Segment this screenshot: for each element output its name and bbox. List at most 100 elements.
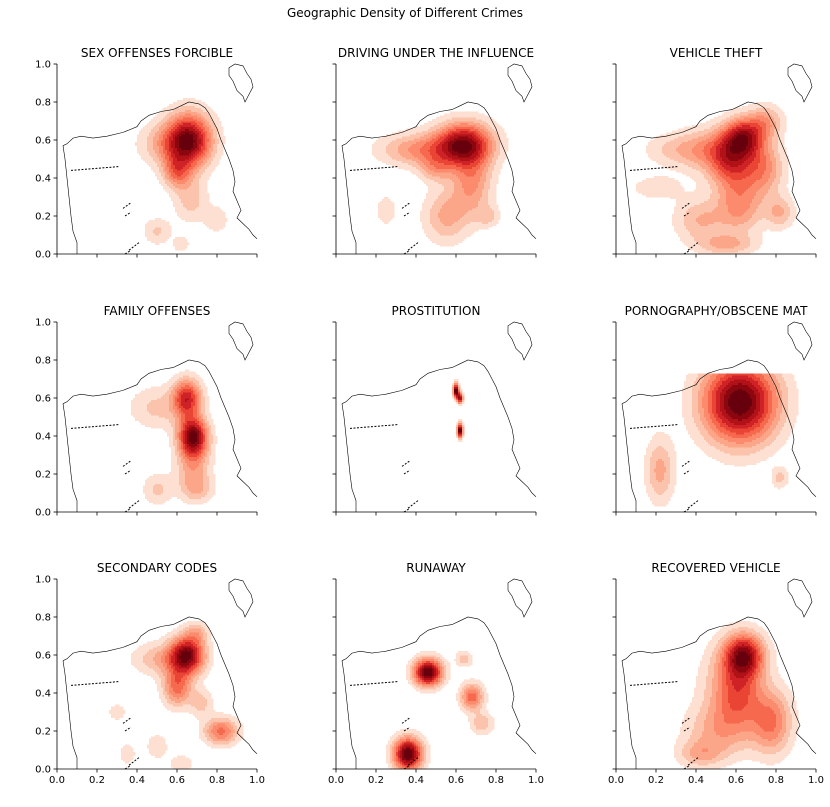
density-cell (464, 168, 467, 171)
density-cell (205, 111, 208, 114)
density-cell (382, 140, 385, 143)
density-cell (484, 214, 487, 217)
density-cell (173, 138, 176, 141)
density-cell (456, 174, 459, 177)
density-cell (205, 223, 208, 226)
density-cell (468, 170, 471, 173)
density-cell (440, 217, 443, 221)
density-cell (442, 193, 445, 196)
density-cell (157, 236, 160, 240)
density-cell (446, 134, 449, 137)
density-cell (430, 221, 433, 224)
density-cell (141, 147, 144, 150)
density-cell (191, 208, 194, 211)
density-cell (157, 147, 160, 150)
density-cell (486, 195, 489, 198)
density-cell (157, 130, 160, 133)
density-cell (462, 141, 465, 145)
density-cell (217, 212, 220, 215)
density-cell (185, 159, 188, 162)
density-cell (428, 181, 431, 184)
density-cell (466, 126, 469, 129)
density-cell (384, 141, 387, 145)
density-cell (221, 210, 224, 213)
density-cell (482, 174, 485, 177)
density-cell (163, 174, 166, 177)
density-cell (422, 138, 425, 141)
density-cell (488, 140, 491, 143)
density-cell (187, 162, 190, 165)
density-cell (189, 136, 192, 139)
density-cell (139, 132, 142, 135)
density-cell (167, 183, 170, 186)
density-cell (474, 160, 477, 164)
density-cell (165, 181, 168, 184)
density-cell (159, 223, 162, 226)
density-cell (193, 204, 196, 207)
density-cell (444, 242, 447, 245)
density-cell (388, 141, 391, 145)
density-cell (436, 214, 439, 217)
density-cell (388, 200, 391, 203)
density-cell (195, 103, 198, 107)
density-cell (219, 217, 222, 221)
density-cell (191, 157, 194, 160)
density-cell (388, 217, 391, 221)
density-cell (486, 183, 489, 186)
density-cell (187, 185, 190, 188)
density-cell (460, 223, 463, 226)
density-cell (498, 212, 501, 215)
density-cell (209, 210, 212, 213)
density-cell (185, 105, 188, 108)
density-cell (436, 225, 439, 228)
density-cell (468, 202, 471, 205)
density-cell (428, 191, 431, 194)
density-cell (442, 204, 445, 207)
density-cell (494, 185, 497, 188)
density-cell (418, 147, 421, 150)
density-cell (209, 117, 212, 120)
density-cell (181, 202, 184, 205)
density-cell (392, 153, 395, 156)
density-cell (494, 172, 497, 175)
density-cell (219, 225, 222, 228)
density-cell (456, 240, 459, 243)
density-cell (406, 159, 409, 162)
density-cell (147, 136, 150, 139)
density-cell (390, 155, 393, 158)
density-cell (175, 183, 178, 186)
density-cell (165, 145, 168, 148)
density-cell (167, 189, 170, 192)
density-cell (139, 141, 142, 145)
density-cell (478, 214, 481, 217)
density-cell (217, 117, 220, 120)
density-cell (201, 162, 204, 165)
density-cell (450, 164, 453, 167)
density-cell (177, 143, 180, 146)
density-cell (386, 145, 389, 148)
density-cell (183, 128, 186, 131)
density-cell (193, 185, 196, 188)
density-cell (458, 198, 461, 202)
density-cell (193, 124, 196, 127)
density-cell (187, 136, 190, 139)
density-cell (428, 217, 431, 221)
density-cell (428, 160, 431, 164)
density-cell (386, 153, 389, 156)
density-cell (177, 157, 180, 160)
density-cell (420, 132, 423, 135)
density-cell (414, 141, 417, 145)
density-cell (189, 147, 192, 150)
density-cell (454, 206, 457, 209)
density-cell (484, 159, 487, 162)
density-cell (434, 191, 437, 194)
density-cell (444, 227, 447, 230)
density-cell (205, 200, 208, 203)
density-cell (440, 138, 443, 141)
density-cell (406, 140, 409, 143)
density-cell (376, 155, 379, 158)
density-cell (462, 191, 465, 194)
density-cell (424, 151, 427, 154)
density-cell (406, 168, 409, 171)
density-cell (438, 151, 441, 154)
